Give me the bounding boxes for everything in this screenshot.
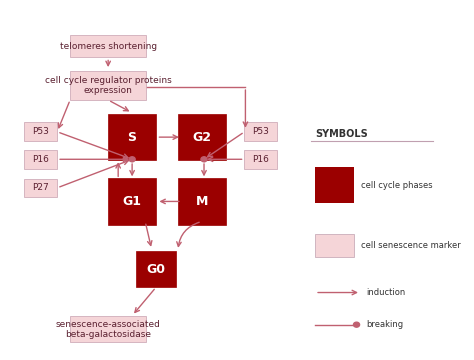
Text: P53: P53 [32,127,49,136]
Text: P27: P27 [32,183,49,192]
Text: P16: P16 [252,155,269,164]
Text: telomeres shortening: telomeres shortening [60,41,157,50]
Text: cell cycle regulator proteins
expression: cell cycle regulator proteins expression [45,76,172,95]
FancyBboxPatch shape [108,178,156,225]
Text: S: S [128,131,137,144]
FancyBboxPatch shape [178,114,226,160]
FancyBboxPatch shape [70,316,146,342]
Text: M: M [196,195,208,208]
Text: P16: P16 [32,155,49,164]
Text: P53: P53 [252,127,269,136]
FancyBboxPatch shape [70,35,146,57]
FancyBboxPatch shape [137,251,176,287]
FancyBboxPatch shape [108,114,156,160]
Text: SYMBOLS: SYMBOLS [315,129,368,139]
Text: G0: G0 [146,263,165,276]
Text: breaking: breaking [366,320,404,329]
FancyBboxPatch shape [315,167,355,203]
FancyBboxPatch shape [178,178,226,225]
Text: G1: G1 [123,195,142,208]
Text: senescence-associated
beta-galactosidase: senescence-associated beta-galactosidase [56,320,161,339]
FancyBboxPatch shape [24,150,57,168]
FancyBboxPatch shape [315,234,355,257]
Circle shape [129,157,135,162]
FancyArrowPatch shape [177,222,199,247]
Text: induction: induction [366,288,406,297]
Text: cell cycle phases: cell cycle phases [361,181,432,190]
FancyBboxPatch shape [70,71,146,100]
Text: G2: G2 [192,131,211,144]
FancyBboxPatch shape [244,122,277,141]
FancyBboxPatch shape [24,122,57,141]
Text: cell senescence marker: cell senescence marker [361,240,461,249]
Circle shape [354,322,360,327]
FancyBboxPatch shape [244,150,277,168]
FancyBboxPatch shape [24,179,57,197]
Circle shape [201,157,207,162]
